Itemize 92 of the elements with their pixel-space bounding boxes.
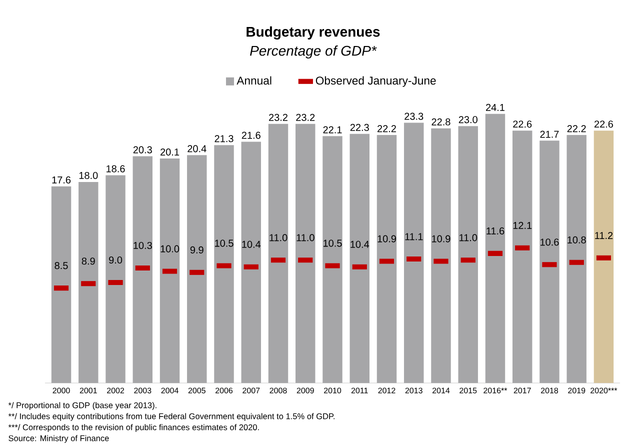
x-tick-label: 2013 — [405, 388, 422, 394]
x-tick-label: 2008 — [270, 388, 287, 394]
x-tick-label: 2006 — [216, 388, 233, 394]
chart-title: Budgetary revenues — [246, 26, 380, 40]
data-label: 11.0 — [270, 234, 288, 242]
data-label: 11.0 — [460, 234, 478, 242]
data-label: 17.6 — [52, 176, 71, 184]
bar — [404, 122, 424, 383]
bar — [512, 130, 532, 383]
data-label: 23.3 — [404, 112, 424, 120]
bar — [350, 134, 370, 383]
data-label: 20.3 — [133, 146, 152, 154]
x-tick-label: 2011 — [351, 388, 368, 394]
legend-label: Annual — [236, 76, 272, 85]
bar — [296, 124, 316, 383]
bar — [214, 145, 234, 383]
data-label: 18.6 — [106, 165, 125, 172]
bar — [78, 182, 98, 383]
data-label: 18.0 — [79, 172, 98, 180]
bar — [241, 142, 261, 383]
data-label: 11.0 — [296, 234, 314, 242]
data-label: 8.9 — [82, 258, 95, 265]
x-tick-label: 2005 — [188, 388, 206, 394]
data-label: 10.9 — [432, 235, 450, 242]
x-tick-label: 2004 — [161, 388, 178, 394]
bar — [540, 140, 560, 383]
bar — [376, 135, 397, 383]
data-label: 10.4 — [350, 240, 370, 248]
data-label: 11.6 — [486, 227, 504, 235]
data-label: 22.8 — [432, 118, 450, 126]
data-label: 9.9 — [190, 246, 204, 254]
x-tick-label: 2018 — [540, 388, 558, 394]
x-tick-label: 2010 — [324, 388, 342, 394]
x-tick-label: 2019 — [568, 388, 586, 394]
data-label: 23.2 — [296, 114, 315, 121]
text: ***/ Corresponds to the revision of public finances estimates of 2020. — [8, 424, 259, 432]
bar — [431, 128, 451, 383]
data-label: 8.5 — [54, 262, 68, 270]
data-label: 22.1 — [323, 126, 342, 134]
data-label: 10.0 — [160, 245, 180, 252]
x-tick-label: 2000 — [52, 388, 70, 394]
data-label: 23.0 — [458, 116, 478, 124]
x-tick-label: 2014 — [432, 388, 450, 394]
bar — [187, 155, 207, 383]
data-label: 22.2 — [378, 125, 396, 132]
bar — [566, 135, 586, 383]
x-tick-label: 2001 — [80, 388, 97, 394]
data-label: 22.2 — [567, 125, 586, 132]
bar — [51, 186, 72, 383]
bar — [322, 136, 342, 383]
data-label: 10.9 — [378, 235, 396, 242]
bar — [106, 175, 126, 383]
data-label: 10.5 — [324, 240, 342, 247]
data-label: 10.6 — [540, 238, 559, 246]
text: */ Proportional to GDP (base year 2013). — [8, 402, 156, 410]
data-label: 12.1 — [513, 222, 532, 229]
x-tick-label: 2017 — [514, 388, 531, 394]
bar — [160, 158, 180, 383]
x-tick-label: 2020*** — [590, 388, 618, 394]
data-label: 22.3 — [350, 124, 369, 132]
data-label: 10.8 — [568, 236, 586, 244]
data-label: 24.1 — [486, 104, 504, 111]
x-tick-label: 2012 — [378, 388, 396, 394]
x-tick-label: 2003 — [134, 388, 152, 394]
data-label: 21.6 — [242, 132, 260, 139]
data-label: 22.6 — [594, 120, 614, 128]
data-label: 9.0 — [109, 256, 122, 264]
bar — [268, 124, 288, 383]
data-label: 10.5 — [215, 240, 234, 247]
data-label: 11.2 — [595, 232, 613, 239]
chart-subtitle: Percentage of GDP* — [250, 45, 377, 59]
data-label: 21.3 — [214, 135, 234, 142]
bar — [132, 156, 153, 383]
legend-label: Observed January-June — [316, 76, 436, 87]
data-label: 20.1 — [160, 148, 180, 156]
data-label: 22.6 — [513, 120, 532, 128]
data-label: 23.2 — [269, 114, 288, 121]
data-label: 20.4 — [188, 145, 206, 152]
source-note: Source: Ministry of Finance — [8, 435, 109, 443]
data-label: 21.7 — [540, 130, 559, 138]
text: **/ Includes equity contributions from tue Federal Government equivalent to 1.5% of GDP. — [8, 413, 334, 421]
bar — [485, 114, 506, 383]
x-tick-label: 2015 — [460, 388, 477, 394]
data-label: 10.4 — [242, 240, 261, 248]
x-tick-label: 2002 — [107, 388, 124, 394]
x-tick-label: 2009 — [296, 388, 314, 394]
bar — [594, 130, 614, 383]
x-tick-label: 2016** — [484, 388, 508, 394]
x-tick-label: 2007 — [242, 388, 260, 394]
data-label: 11.1 — [405, 233, 423, 240]
data-label: 10.3 — [134, 242, 152, 250]
bar — [458, 126, 478, 383]
